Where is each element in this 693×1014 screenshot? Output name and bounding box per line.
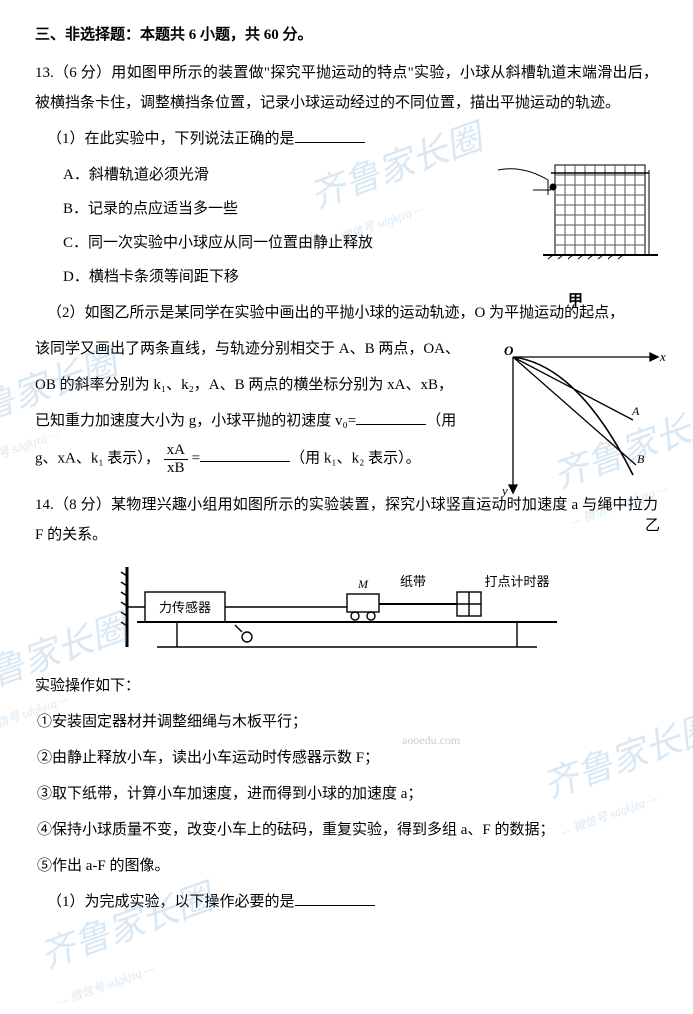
figure-yi: x y O A B 乙: [498, 345, 668, 541]
q13-l5-mid: =: [192, 450, 200, 466]
q13-p2-line5: g、xA、k₁ 表示）， xA xB = （用 k₁、k₂ 表示）。: [35, 442, 505, 476]
svg-text:纸带: 纸带: [399, 574, 425, 589]
q13-l4-post: （用: [426, 413, 456, 429]
q14-step-1: ①安装固定器材并调整细绳与木板平行；: [37, 707, 658, 737]
q14-step-2: ②由静止释放小车，读出小车运动时传感器示数 F；: [37, 743, 658, 773]
q13-l5-pre: g、xA、k₁ 表示），: [35, 450, 160, 466]
fig-yi-caption: 乙: [498, 511, 668, 541]
svg-text:x: x: [659, 349, 666, 364]
q14-steps-title: 实验操作如下：: [35, 671, 658, 701]
q13-opt-c: C．同一次实验中小球应从同一位置由静止释放: [63, 228, 475, 258]
section-header: 三、非选择题：本题共 6 小题，共 60 分。: [35, 20, 658, 50]
q13-opt-b: B．记录的点应适当多一些: [63, 194, 475, 224]
fig-jia-caption: 甲: [493, 286, 658, 316]
figure-apparatus: 力传感器 M 纸带 打点计时器: [117, 562, 577, 657]
q14-step-5: ⑤作出 a-F 的图像。: [37, 851, 658, 881]
figure-jia: 甲: [493, 155, 658, 316]
watermark-6: 齐鲁家长圈 — 微信号 sdgkjzq —: [29, 862, 231, 1014]
fraction-xa-xb: xA xB: [164, 442, 188, 476]
q13-opt-a: A．斜槽轨道必须光滑: [63, 160, 475, 190]
q14-step-3: ③取下纸带，计算小车加速度，进而得到小球的加速度 a；: [37, 779, 658, 809]
svg-text:打点计时器: 打点计时器: [484, 574, 549, 589]
wm-sub: — 微信号 sdgkjzq —: [54, 930, 231, 1014]
svg-text:O: O: [504, 345, 514, 358]
q13-l4-pre: 已知重力加速度大小为 g，小球平抛的初速度 v₀=: [35, 413, 356, 429]
q13-p2-line3: OB 的斜率分别为 k₁、k₂，A、B 两点的横坐标分别为 xA、xB，: [35, 370, 505, 400]
q13-p1-blank: [295, 127, 365, 144]
svg-text:M: M: [357, 577, 369, 591]
q13-opt-d: D．横档卡条须等间距下移: [63, 262, 475, 292]
q13-l5-post: （用 k₁、k₂ 表示）。: [290, 450, 420, 466]
q14-sub1-text: （1）为完成实验，以下操作必要的是: [47, 894, 295, 910]
frac-num: xA: [164, 442, 188, 460]
q14-sub1: （1）为完成实验，以下操作必要的是: [47, 887, 658, 917]
q13-p2-line4: 已知重力加速度大小为 g，小球平抛的初速度 v₀= （用: [35, 406, 505, 436]
sensor-label: 力传感器: [158, 600, 210, 615]
q13-p1-stem: （1）在此实验中，下列说法正确的是: [47, 131, 295, 147]
q13-intro: 13.（6 分）用如图甲所示的装置做"探究平抛运动的特点"实验，小球从斜槽轨道末…: [35, 58, 658, 118]
frac-den: xB: [164, 460, 188, 477]
q13-p2-line2: 该同学又画出了两条直线，与轨迹分别相交于 A、B 两点，OA、: [35, 334, 505, 364]
svg-text:A: A: [631, 404, 640, 418]
q14-step-4: ④保持小球质量不变，改变小车上的砝码，重复实验，得到多组 a、F 的数据；: [37, 815, 658, 845]
ratio-blank: [200, 446, 290, 463]
svg-text:B: B: [637, 452, 645, 466]
q13-p1: （1）在此实验中，下列说法正确的是: [47, 124, 475, 154]
v0-blank: [356, 409, 426, 426]
svg-text:y: y: [500, 483, 508, 498]
q14-sub1-blank: [295, 890, 375, 907]
